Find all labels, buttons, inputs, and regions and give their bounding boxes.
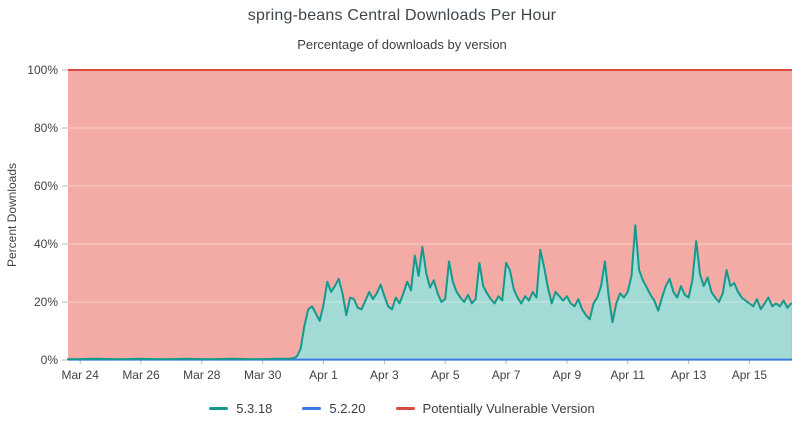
svg-text:100%: 100% — [27, 63, 58, 77]
svg-text:0%: 0% — [41, 353, 59, 367]
svg-text:Apr 1: Apr 1 — [309, 368, 338, 382]
svg-text:Apr 15: Apr 15 — [732, 368, 768, 382]
legend-swatch-vulnerable-icon — [395, 407, 415, 410]
legend-label-5-3-18: 5.3.18 — [236, 401, 273, 416]
svg-text:80%: 80% — [34, 121, 58, 135]
svg-text:Mar 30: Mar 30 — [244, 368, 282, 382]
svg-text:Apr 9: Apr 9 — [553, 368, 582, 382]
svg-text:60%: 60% — [34, 179, 58, 193]
svg-text:20%: 20% — [34, 295, 58, 309]
chart-title: spring-beans Central Downloads Per Hour — [247, 7, 557, 24]
chart-legend: 5.3.18 5.2.20 Potentially Vulnerable Ver… — [0, 401, 804, 416]
svg-text:Apr 11: Apr 11 — [610, 368, 645, 382]
svg-text:Apr 13: Apr 13 — [671, 368, 707, 382]
legend-item-5-3-18[interactable]: 5.3.18 — [209, 401, 272, 416]
svg-text:Mar 28: Mar 28 — [183, 368, 221, 382]
svg-text:Apr 7: Apr 7 — [492, 368, 521, 382]
legend-item-5-2-20[interactable]: 5.2.20 — [302, 401, 366, 416]
svg-text:Apr 3: Apr 3 — [370, 368, 399, 382]
legend-label-5-2-20: 5.2.20 — [329, 401, 366, 416]
svg-text:40%: 40% — [34, 237, 58, 251]
svg-text:Apr 5: Apr 5 — [431, 368, 460, 382]
svg-text:Mar 24: Mar 24 — [62, 368, 100, 382]
chart-subtitle: Percentage of downloads by version — [297, 37, 507, 52]
svg-text:Mar 26: Mar 26 — [122, 368, 160, 382]
legend-swatch-5-2-20-icon — [302, 407, 322, 410]
legend-swatch-5-3-18-icon — [209, 407, 229, 410]
legend-item-vulnerable[interactable]: Potentially Vulnerable Version — [395, 401, 595, 416]
legend-label-vulnerable: Potentially Vulnerable Version — [422, 401, 595, 416]
